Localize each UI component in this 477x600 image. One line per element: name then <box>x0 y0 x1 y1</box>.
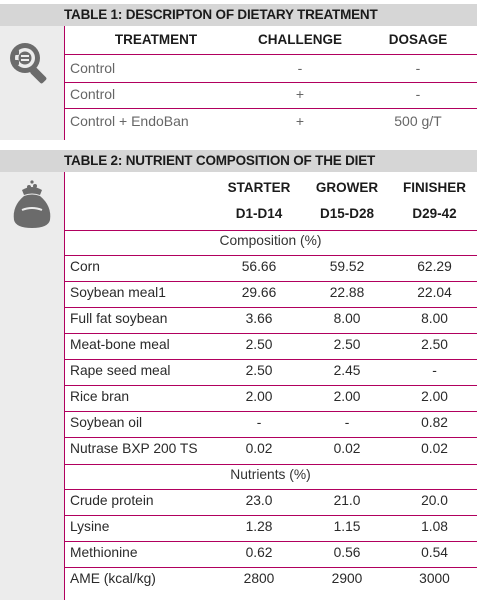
table-cell-value: 0.54 <box>421 545 448 560</box>
table1-row-2-treatment: Control <box>70 86 116 102</box>
table1-row-3-dosage: 500 g/T <box>394 113 442 129</box>
table-cell-value: - <box>432 363 437 378</box>
table-cell-value: 0.62 <box>245 545 273 560</box>
table1-row-1-treatment: Control <box>70 60 116 76</box>
table1-header-dosage: DOSAGE <box>388 32 448 47</box>
table1-icon-column <box>0 26 64 140</box>
table-cell-value: 1.08 <box>421 519 448 534</box>
table-cell-value: 0.02 <box>333 441 361 456</box>
table-cell-value: 2.00 <box>333 389 361 404</box>
row-rule <box>64 515 477 516</box>
table2-header-finisher: FINISHER <box>402 180 466 195</box>
table-row-label: AME (kcal/kg) <box>70 571 156 586</box>
table-row-label: Crude protein <box>70 493 154 508</box>
table-cell-value: 2.50 <box>421 337 448 352</box>
table-cell-value: 0.82 <box>421 415 448 430</box>
table-row-label: Lysine <box>70 519 110 534</box>
row-rule <box>64 385 477 386</box>
table-cell-value: 3.66 <box>245 311 273 326</box>
table-row-label: Corn <box>70 259 100 274</box>
table-cell-value: 2.50 <box>333 337 361 352</box>
table2-title-bar: TABLE 2: NUTRIENT COMPOSITION OF THE DIE… <box>0 150 477 172</box>
table2-header-grower: GROWER <box>315 180 379 195</box>
row-rule <box>64 281 477 282</box>
table2-icon-column <box>0 172 64 600</box>
feed-bag-icon <box>13 180 51 228</box>
table-cell-value: 1.28 <box>245 519 273 534</box>
table-cell-value: 8.00 <box>421 311 448 326</box>
table2-divider <box>64 172 65 600</box>
table1-header-challenge: CHALLENGE <box>258 32 342 47</box>
table-row-label: Meat-bone meal <box>70 337 170 352</box>
table-cell-value: - <box>344 415 350 430</box>
table1-title: TABLE 1: DESCRIPTON OF DIETARY TREATMENT <box>64 7 378 22</box>
table-cell-value: 21.0 <box>333 493 361 508</box>
table2-header-starter: STARTER <box>227 180 291 195</box>
table-row-label: Soybean meal1 <box>70 285 166 300</box>
table2-subheader-grower: D15-D28 <box>319 206 375 221</box>
row-rule <box>64 333 477 334</box>
row-rule <box>64 437 477 438</box>
table1-title-bar: TABLE 1: DESCRIPTON OF DIETARY TREATMENT <box>0 4 477 26</box>
table1-header-rule <box>64 54 477 55</box>
table-cell-value: 29.66 <box>241 285 277 300</box>
table-cell-value: 20.0 <box>421 493 448 508</box>
table-cell-value: 59.52 <box>329 259 365 274</box>
table2-subheader-finisher: D29-42 <box>412 206 457 221</box>
table-cell-value: 22.04 <box>417 285 452 300</box>
row-rule <box>64 567 477 568</box>
table-cell-value: 1.15 <box>333 519 361 534</box>
table1-row-rule <box>64 108 477 109</box>
table-cell-value: 22.88 <box>329 285 365 300</box>
table-cell-value: 2.45 <box>333 363 361 378</box>
table1-row-3-treatment: Control + EndoBan <box>70 113 189 129</box>
table-cell-value: - <box>256 415 262 430</box>
table-cell-value: 23.0 <box>245 493 273 508</box>
table-row-label: Methionine <box>70 545 138 560</box>
table-cell-value: 3000 <box>419 571 450 586</box>
table1-row-1-dosage: - <box>415 60 421 76</box>
table-row-label: Nutrase BXP 200 TS <box>70 441 198 456</box>
table2-title: TABLE 2: NUTRIENT COMPOSITION OF THE DIE… <box>64 153 376 168</box>
nutrients-top-rule <box>64 464 477 465</box>
table-cell-value: 0.02 <box>245 441 273 456</box>
table-row-label: Rice bran <box>70 389 130 404</box>
table1-header-treatment: TREATMENT <box>114 32 198 47</box>
table1-row-2-challenge: + <box>295 86 305 102</box>
row-rule <box>64 359 477 360</box>
nutrients-rule <box>64 489 477 490</box>
table-cell-value: 0.02 <box>421 441 448 456</box>
nutrients-section-label: Nutrients (%) <box>230 467 311 482</box>
table-cell-value: 56.66 <box>241 259 277 274</box>
table2-subheader-starter: D1-D14 <box>235 206 283 221</box>
row-rule <box>64 307 477 308</box>
table1-row-2-dosage: - <box>415 86 421 102</box>
magnifier-icon <box>10 43 47 84</box>
table-cell-value: 2.00 <box>421 389 448 404</box>
table-cell-value: 2.50 <box>245 363 273 378</box>
table1-divider <box>64 26 65 140</box>
table-row-label: Soybean oil <box>70 415 143 430</box>
table-cell-value: 2900 <box>331 571 363 586</box>
table-cell-value: 2.50 <box>245 337 273 352</box>
table-cell-value: 62.29 <box>417 259 452 274</box>
table-row-label: Full fat soybean <box>70 311 168 326</box>
table-cell-value: 2800 <box>243 571 275 586</box>
composition-section-label: Composition (%) <box>219 233 322 248</box>
table-row-label: Rape seed meal <box>70 363 171 378</box>
table1-row-rule <box>64 82 477 83</box>
composition-rule <box>64 255 477 256</box>
table1-row-3-challenge: + <box>295 113 305 129</box>
table-cell-value: 2.00 <box>245 389 273 404</box>
table-cell-value: 0.56 <box>333 545 361 560</box>
table1-row-1-challenge: - <box>297 60 303 76</box>
table2-header-rule <box>64 230 477 231</box>
row-rule <box>64 541 477 542</box>
row-rule <box>64 411 477 412</box>
table-cell-value: 8.00 <box>333 311 361 326</box>
